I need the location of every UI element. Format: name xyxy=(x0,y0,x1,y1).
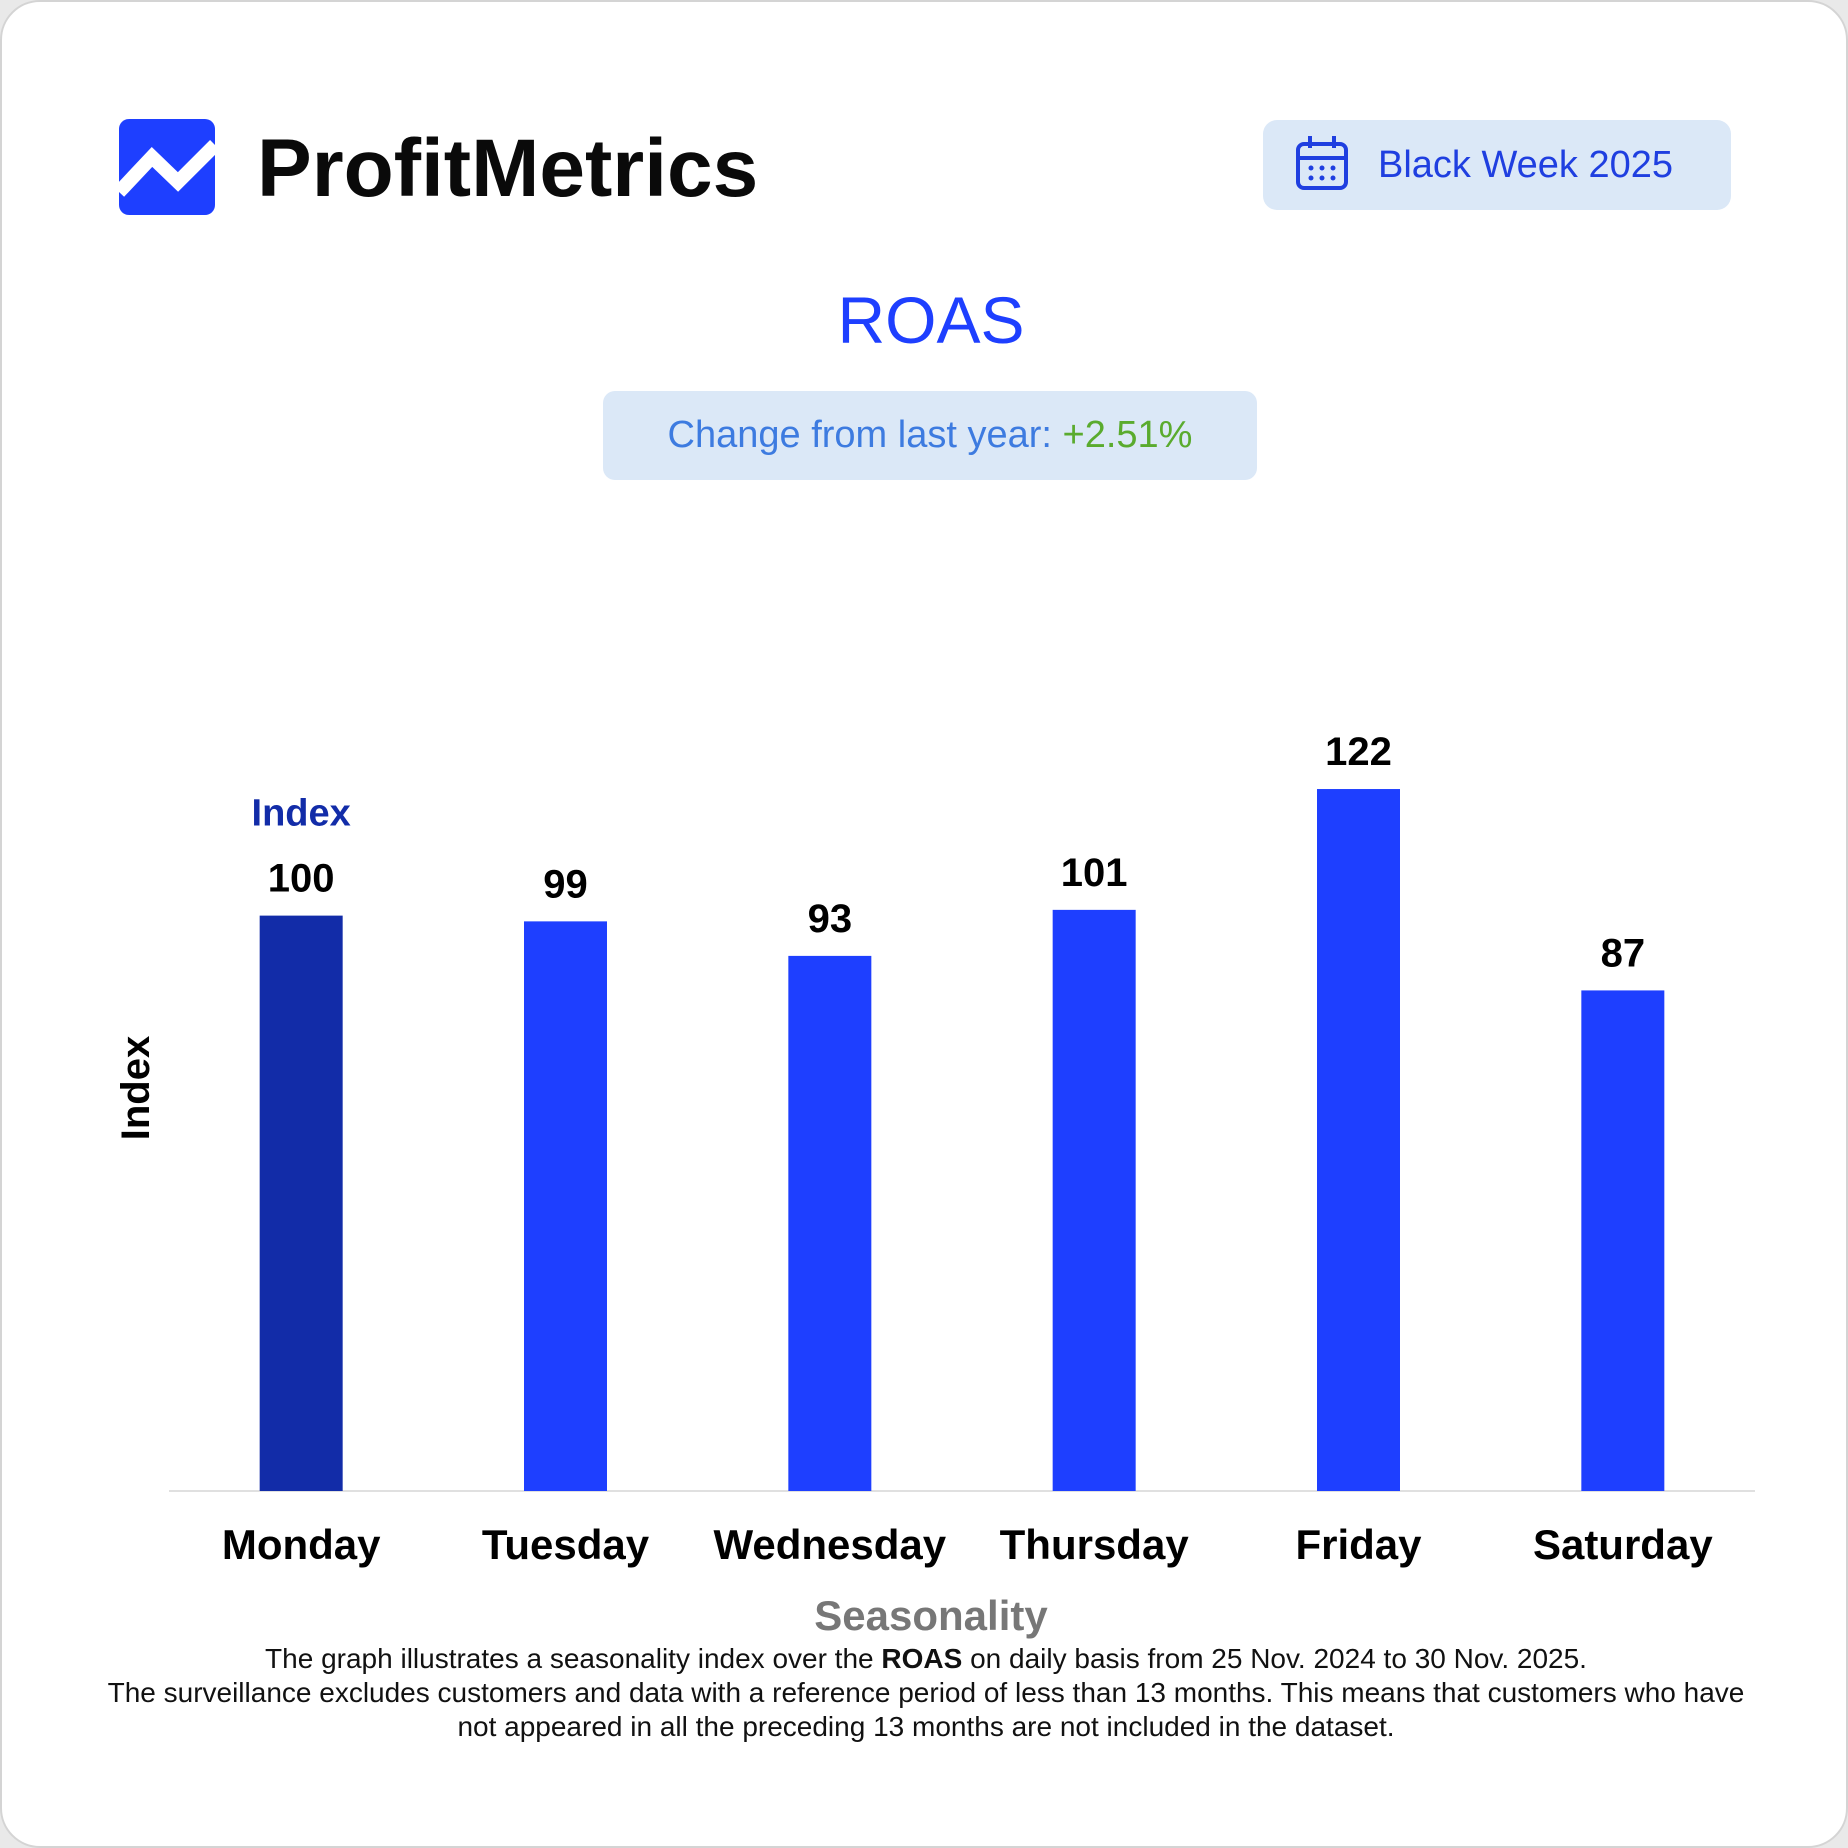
change-label: Change from last year: xyxy=(668,414,1052,456)
x-tick-label: Wednesday xyxy=(714,1521,947,1568)
logo-line xyxy=(113,140,220,197)
x-tick-label: Saturday xyxy=(1533,1521,1713,1568)
y-axis-label: Index xyxy=(114,1036,158,1140)
calendar-icon xyxy=(1296,136,1348,190)
bar xyxy=(1316,789,1401,1491)
change-value: +2.51% xyxy=(1063,414,1193,456)
x-axis-label: Seasonality xyxy=(814,1592,1048,1639)
bar xyxy=(1052,909,1136,1491)
chart-title: ROAS xyxy=(837,283,1024,357)
note-highlight: ROAS xyxy=(881,1643,963,1674)
bar xyxy=(1581,990,1665,1491)
period: Black Week 2025 xyxy=(1378,144,1673,186)
value-label: 101 xyxy=(1061,851,1128,895)
value-label: 99 xyxy=(543,862,588,906)
value-label: 87 xyxy=(1601,931,1646,975)
x-tick-label: Monday xyxy=(222,1521,381,1568)
bar xyxy=(523,921,608,1491)
annotation: Index xyxy=(252,793,351,835)
x-tick-label: Friday xyxy=(1295,1521,1422,1568)
change-box xyxy=(603,391,1257,480)
x-tick-label: Thursday xyxy=(1000,1521,1190,1568)
x-tick-label: Tuesday xyxy=(482,1521,650,1568)
note-text: The graph illustrates a seasonality inde… xyxy=(265,1643,874,1674)
note-text: on daily basis from 25 Nov. 2024 to 30 N… xyxy=(970,1643,1587,1674)
brand: ProfitMetrics xyxy=(257,123,758,214)
value-label: 93 xyxy=(808,897,853,941)
calendar-dots xyxy=(1308,165,1336,181)
value-label: 122 xyxy=(1325,730,1392,774)
period-badge xyxy=(1263,120,1731,210)
bar xyxy=(259,915,343,1491)
change-text: Change from last year: +2.51% xyxy=(668,414,1193,456)
note-text: The surveillance excludes customers and … xyxy=(107,1677,1745,1742)
value-label: 100 xyxy=(268,857,335,901)
bar xyxy=(788,955,872,1491)
footnote: The graph illustrates a seasonality inde… xyxy=(86,1642,1766,1744)
